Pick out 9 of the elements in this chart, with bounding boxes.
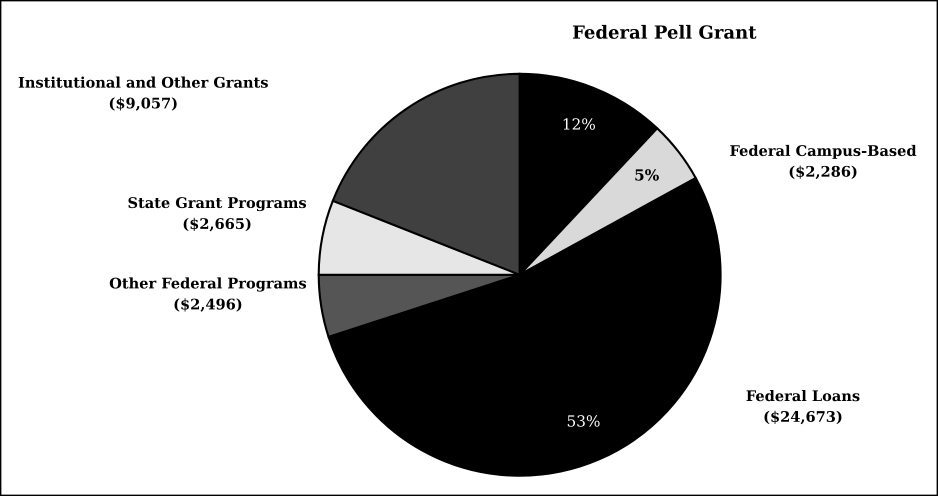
slice-label: Other Federal Programs ($2,496): [110, 277, 306, 312]
slice-label: Federal Campus-Based ($2,286): [730, 144, 916, 180]
slice-label: State Grant Programs ($2,665): [128, 197, 306, 232]
slice-label: Federal Pell Grant: [572, 24, 756, 39]
data-label: 5%: [635, 169, 659, 181]
data-label: 53%: [568, 415, 600, 427]
slice-label: Institutional and Other Grants ($9,057): [18, 76, 268, 111]
slice-label: Federal Loans ($24,673): [746, 390, 860, 424]
data-label: 12%: [564, 118, 595, 130]
